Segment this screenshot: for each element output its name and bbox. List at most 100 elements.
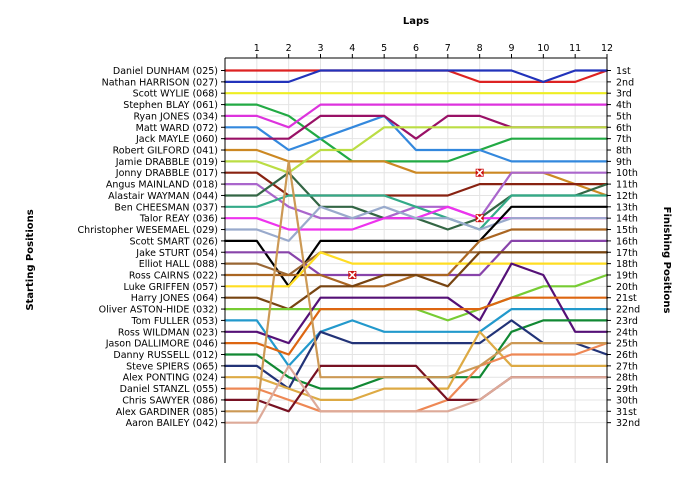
- finishing-position-label: 1st: [616, 66, 631, 77]
- starting-position-label: Ross CAIRNS (022): [129, 270, 218, 281]
- retirement-marker-cross: [348, 271, 356, 279]
- starting-position-label: Robert GILFORD (041): [113, 146, 218, 157]
- starting-position-label: Ross WILDMAN (023): [118, 327, 218, 338]
- finishing-position-label: 7th: [616, 134, 632, 145]
- finishing-position-label: 9th: [616, 157, 632, 168]
- starting-position-label: Steve SPIERS (065): [126, 361, 218, 372]
- starting-position-label: Jake STURT (054): [135, 248, 218, 259]
- finishing-position-label: 16th: [616, 236, 638, 247]
- series-line: [223, 103, 609, 163]
- series-lines: [223, 69, 609, 424]
- finishing-position-label: 11th: [616, 180, 638, 191]
- series-line: [223, 69, 609, 84]
- finishing-position-label: 28th: [616, 373, 638, 384]
- starting-position-label: Danny RUSSELL (012): [113, 350, 218, 361]
- starting-position-label: Chris SAWYER (086): [122, 395, 218, 406]
- left-axis-title: Starting Positions: [25, 209, 36, 310]
- starting-position-label: Tom FULLER (053): [131, 316, 218, 327]
- x-tick-label: 7: [445, 43, 451, 54]
- series-line: [223, 364, 609, 424]
- starting-position-label: Aaron BAILEY (042): [126, 418, 218, 429]
- starting-position-label: Jamie DRABBLE (019): [115, 157, 218, 168]
- finishing-position-label: 10th: [616, 168, 638, 179]
- series-line: [223, 251, 609, 288]
- finishing-position-label: 19th: [616, 270, 638, 281]
- starting-position-label: Matt WARD (072): [136, 123, 218, 134]
- starting-position-label: Luke GRIFFEN (057): [123, 282, 218, 293]
- retirement-marker: [475, 168, 484, 177]
- starting-position-label: Daniel STANZL (055): [120, 384, 218, 395]
- starting-position-label: Jason DALLIMORE (046): [105, 339, 218, 350]
- finishing-position-label: 12th: [616, 191, 638, 202]
- series-line: [223, 103, 609, 129]
- x-tick-label: 10: [537, 43, 549, 54]
- series-line: [223, 330, 609, 401]
- starting-position-label: Scott SMART (026): [129, 236, 218, 247]
- starting-position-label: Jonny DRABBLE (017): [115, 168, 218, 179]
- starting-position-label: Ryan JONES (034): [133, 111, 218, 122]
- starting-position-label: Daniel DUNHAM (025): [113, 66, 218, 77]
- x-tick-label: 4: [349, 43, 355, 54]
- x-tick-label: 9: [508, 43, 514, 54]
- retirement-marker: [475, 214, 484, 223]
- finishing-position-label: 14th: [616, 214, 638, 225]
- finishing-position-label: 22nd: [616, 305, 640, 316]
- finishing-position-label: 3rd: [616, 89, 632, 100]
- starting-position-label: Jack MAYLE (060): [135, 134, 218, 145]
- starting-position-label: Angus MAINLAND (018): [106, 180, 218, 191]
- grid: [225, 58, 608, 463]
- finishing-position-label: 25th: [616, 339, 638, 350]
- starting-position-label: Ben CHEESMAN (037): [114, 202, 218, 213]
- finishing-position-label: 4th: [616, 100, 632, 111]
- finishing-position-label: 23rd: [616, 316, 638, 327]
- x-tick-label: 8: [477, 43, 483, 54]
- axes: [221, 54, 611, 463]
- x-tick-label: 1: [254, 43, 260, 54]
- series-line: [223, 296, 609, 356]
- finishing-position-label: 29th: [616, 384, 638, 395]
- retirement-marker: [348, 270, 357, 279]
- finishing-position-label: 6th: [616, 123, 632, 134]
- series-line: [223, 114, 609, 163]
- finishing-position-label: 8th: [616, 146, 632, 157]
- series-line: [223, 262, 609, 345]
- retirement-marker-cross: [476, 169, 484, 177]
- starting-position-label: Christopher WESEMAEL (029): [78, 225, 219, 236]
- x-tick-label: 2: [286, 43, 292, 54]
- starting-position-label: Harry JONES (064): [131, 293, 218, 304]
- x-tick-label: 12: [601, 43, 613, 54]
- starting-position-label: Stephen BLAY (061): [123, 100, 218, 111]
- finishing-position-label: 32nd: [616, 418, 640, 429]
- finishing-position-label: 13th: [616, 202, 638, 213]
- finishing-position-label: 5th: [616, 111, 632, 122]
- finishing-position-label: 21st: [616, 293, 637, 304]
- starting-position-label: Alastair WAYMAN (044): [108, 191, 218, 202]
- finishing-position-label: 17th: [616, 248, 638, 259]
- starting-position-label: Elliot HALL (088): [139, 259, 218, 270]
- x-tick-label: 11: [569, 43, 581, 54]
- retirement-marker-cross: [476, 214, 484, 222]
- x-tick-label: 5: [381, 43, 387, 54]
- x-tick-label: 6: [413, 43, 419, 54]
- right-axis-title: Finishing Positions: [661, 207, 672, 314]
- finishing-position-label: 2nd: [616, 77, 634, 88]
- finishing-position-label: 27th: [616, 361, 638, 372]
- finishing-position-label: 15th: [616, 225, 638, 236]
- finishing-position-label: 30th: [616, 395, 638, 406]
- finishing-position-label: 31st: [616, 407, 637, 418]
- starting-position-label: Nathan HARRISON (027): [102, 77, 218, 88]
- finishing-position-label: 26th: [616, 350, 638, 361]
- series-line: [223, 194, 609, 231]
- starting-position-label: Alex PONTING (024): [123, 373, 218, 384]
- starting-position-label: Oliver ASTON-HIDE (032): [99, 305, 218, 316]
- starting-position-label: Alex GARDINER (085): [116, 407, 218, 418]
- series-line: [223, 160, 609, 413]
- finishing-position-label: 18th: [616, 259, 638, 270]
- series-line: [223, 205, 609, 242]
- finishing-position-label: 24th: [616, 327, 638, 338]
- retirement-markers: [348, 168, 484, 279]
- x-axis-title: Laps: [403, 16, 429, 27]
